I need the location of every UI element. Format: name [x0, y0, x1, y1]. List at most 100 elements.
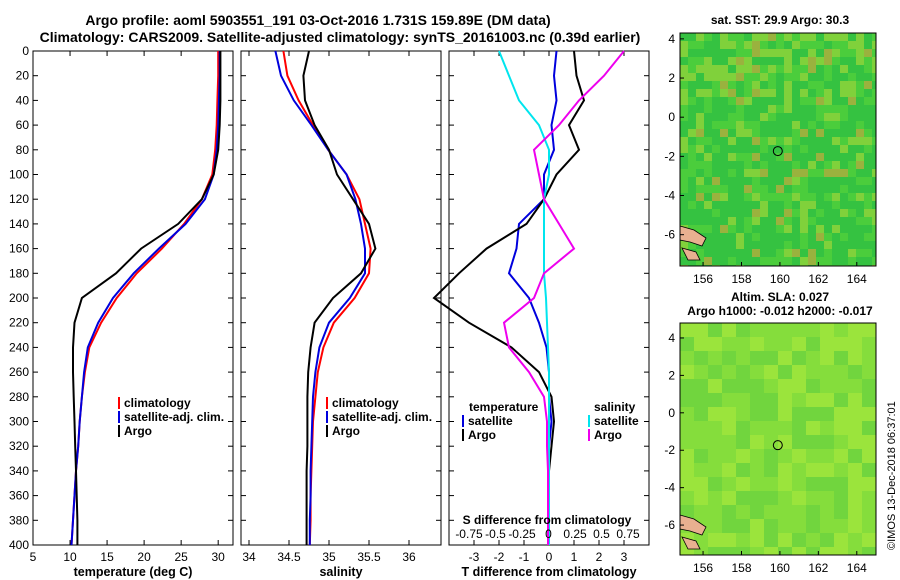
map-cell: [764, 449, 778, 463]
map-cell: [760, 161, 768, 169]
x-tick-label: 25: [174, 550, 188, 564]
s-tick-label: -0.25: [508, 527, 536, 541]
map-cell: [792, 533, 806, 547]
map-cell: [792, 217, 800, 225]
map-cell: [704, 105, 712, 113]
map-cell: [768, 233, 776, 241]
map-cell: [800, 225, 808, 233]
map-cell: [848, 129, 856, 137]
map-cell: [778, 323, 792, 337]
map-cell: [680, 137, 688, 145]
map-cell: [768, 241, 776, 249]
map-cell: [848, 435, 862, 449]
map-cell: [800, 209, 808, 217]
map-cell: [760, 233, 768, 241]
map-cell: [872, 105, 876, 113]
map-cell: [800, 201, 808, 209]
map-cell: [712, 89, 720, 97]
map-x-tick-label: 164: [847, 272, 867, 286]
map-cell: [752, 225, 760, 233]
map-cell: [752, 233, 760, 241]
map-cell: [824, 225, 832, 233]
map-cell: [792, 201, 800, 209]
map-cell: [688, 201, 696, 209]
map-cell: [752, 113, 760, 121]
map-cell: [776, 65, 784, 73]
map-cell: [776, 113, 784, 121]
map-y-tick-label: -2: [664, 149, 675, 163]
map-cell: [736, 463, 750, 477]
map-cell: [784, 73, 792, 81]
map-cell: [872, 89, 876, 97]
map-cell: [856, 65, 864, 73]
map-cell: [764, 337, 778, 351]
map-cell: [784, 113, 792, 121]
map-cell: [712, 201, 720, 209]
map-cell: [816, 129, 824, 137]
map-cell: [736, 323, 750, 337]
map-cell: [712, 121, 720, 129]
map-cell: [834, 421, 848, 435]
map-cell: [776, 241, 784, 249]
map-cell: [864, 65, 872, 73]
map-cell: [784, 121, 792, 129]
map-cell: [704, 89, 712, 97]
map-cell: [680, 209, 688, 217]
map-cell: [680, 379, 694, 393]
map-cell: [800, 49, 808, 57]
map-cell: [696, 209, 704, 217]
map-cell: [840, 161, 848, 169]
map-cell: [792, 153, 800, 161]
map-cell: [824, 193, 832, 201]
map-cell: [832, 225, 840, 233]
map-cell: [840, 217, 848, 225]
s-tick-label: 0.75: [616, 527, 640, 541]
map-cell: [778, 547, 792, 555]
map-cell: [680, 477, 694, 491]
map-cell: [680, 393, 694, 407]
map-cell: [806, 337, 820, 351]
map-cell: [832, 161, 840, 169]
map-cell: [816, 161, 824, 169]
x-tick-label: 36: [402, 550, 416, 564]
map-cell: [784, 185, 792, 193]
x-tick-label: 1: [571, 550, 578, 564]
map-cell: [816, 41, 824, 49]
map-cell: [736, 435, 750, 449]
map-cell: [832, 169, 840, 177]
map-cell: [760, 97, 768, 105]
map-cell: [750, 449, 764, 463]
map-cell: [806, 449, 820, 463]
map-cell: [784, 57, 792, 65]
map-cell: [708, 435, 722, 449]
depth-tick-label: 40: [16, 93, 30, 107]
map-cell: [750, 365, 764, 379]
map-cell: [744, 113, 752, 121]
map-cell: [848, 33, 856, 41]
map-cell: [806, 435, 820, 449]
map-cell: [744, 193, 752, 201]
map-cell: [808, 129, 816, 137]
map-cell: [792, 57, 800, 65]
map-cell: [744, 81, 752, 89]
map-cell: [704, 233, 712, 241]
map-cell: [712, 161, 720, 169]
map-cell: [832, 65, 840, 73]
map-cell: [720, 233, 728, 241]
map-cell: [722, 519, 736, 533]
map-cell: [744, 145, 752, 153]
map-cell: [820, 533, 834, 547]
map-cell: [768, 121, 776, 129]
map-cell: [872, 137, 876, 145]
map-cell: [872, 145, 876, 153]
map-cell: [712, 65, 720, 73]
legend-entry: Argo: [124, 424, 152, 438]
map-cell: [808, 145, 816, 153]
map-cell: [728, 241, 736, 249]
map-sst: 156 158 160 162 164 4 2 0 -2 -4 -6 sat. SST: 29.9 A…: [664, 13, 877, 286]
map-cell: [750, 435, 764, 449]
map-cell: [694, 337, 708, 351]
map-cell: [744, 257, 752, 265]
map-cell: [760, 113, 768, 121]
map-cell: [720, 209, 728, 217]
